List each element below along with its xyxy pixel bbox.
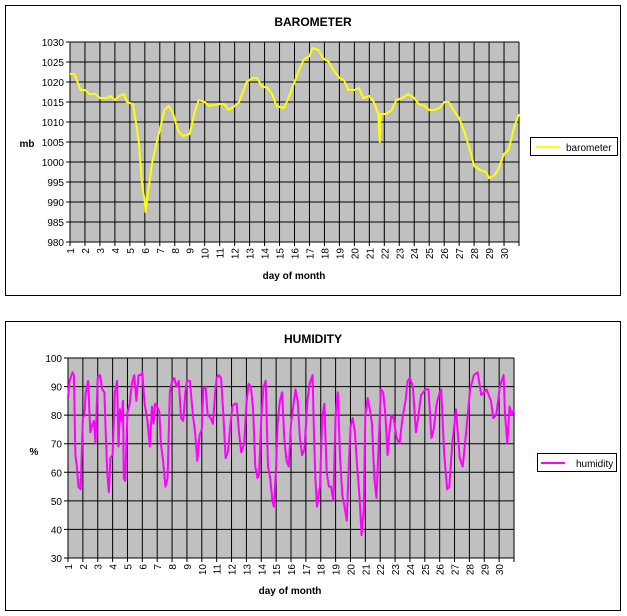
x-tick-label: 11 [213,564,224,575]
y-axis-label: % [30,447,39,458]
y-tick-label: 90 [51,383,63,394]
x-tick-label: 7 [153,564,164,570]
legend: barometer [530,137,618,156]
x-tick-label: 8 [168,564,179,570]
y-tick-label: 1015 [42,98,65,109]
y-tick-label: 100 [45,354,62,365]
x-tick-label: 30 [495,564,506,576]
x-tick-label: 6 [141,248,152,254]
x-tick-label: 23 [395,248,406,260]
barometer-series-line [70,47,520,213]
humidity-chart: HUMIDITY % day of month humidity 30 40 50 6… [5,321,621,611]
x-tick-label: 19 [332,564,343,576]
y-tick-label: 80 [51,411,63,422]
legend-label: barometer [566,143,612,154]
x-tick-label: 22 [380,248,391,260]
y-tick-label: 1010 [42,118,65,129]
x-tick-label: 27 [455,248,466,260]
x-tick-label: 13 [246,248,257,260]
x-tick-label: 16 [287,564,298,576]
x-tick-label: 24 [406,564,417,576]
legend-box [530,137,618,156]
y-tick-label: 1025 [42,58,65,69]
x-tick-label: 20 [350,248,361,260]
x-tick-label: 13 [242,564,253,576]
x-tick-label: 4 [111,248,122,254]
x-axis-label: day of month [263,271,326,282]
y-tick-label: 40 [51,525,63,536]
x-tick-label: 21 [365,248,376,260]
x-tick-label: 6 [138,564,149,570]
y-tick-label: 1000 [42,158,65,169]
humidity-series-line [67,371,515,537]
x-tick-label: 8 [171,248,182,254]
y-tick-label: 60 [51,468,63,479]
y-tick-label: 1030 [42,38,65,49]
x-tick-label: 9 [186,248,197,254]
x-tick-label: 25 [421,564,432,576]
x-axis-label: day of month [259,586,322,597]
y-tick-label: 70 [51,440,63,451]
x-tick-label: 1 [66,248,77,254]
x-tick-label: 30 [500,248,511,260]
x-tick-label: 29 [480,564,491,576]
x-tick-label: 17 [305,248,316,260]
x-tick-label: 7 [156,248,167,254]
x-tick-label: 16 [291,248,302,260]
y-axis-label: mb [20,139,35,150]
x-tick-label: 12 [228,564,239,576]
x-tick-label: 20 [346,564,357,576]
x-tick-label: 28 [470,248,481,260]
x-tick-label: 14 [261,248,272,260]
y-tick-label: 30 [51,554,63,565]
x-tick-label: 3 [96,248,107,254]
barometer-chart: BAROMETER mb day of month barometer 980 9… [5,5,621,296]
y-tick-label: 980 [47,238,64,249]
x-tick-label: 2 [81,248,92,254]
x-tick-label: 15 [272,564,283,576]
x-tick-label: 14 [257,564,268,576]
x-tick-label: 19 [335,248,346,260]
x-tick-label: 12 [231,248,242,260]
y-tick-label: 990 [47,198,64,209]
x-tick-label: 10 [201,248,212,260]
chart-title: HUMIDITY [284,332,342,346]
x-tick-label: 5 [126,248,137,254]
legend-box [537,453,617,472]
y-tick-label: 1020 [42,78,65,89]
legend: humidity [537,453,617,472]
x-tick-label: 24 [410,248,421,260]
x-tick-label: 28 [465,564,476,576]
x-tick-label: 26 [436,564,447,576]
plot-area [64,357,515,562]
x-tick-label: 4 [109,564,120,570]
y-tick-label: 985 [47,218,64,229]
x-tick-label: 26 [440,248,451,260]
x-tick-label: 5 [123,564,134,570]
legend-label: humidity [576,459,613,470]
x-tick-label: 11 [216,248,227,259]
x-tick-label: 27 [451,564,462,576]
x-tick-label: 22 [376,564,387,576]
x-tick-label: 25 [425,248,436,260]
chart-title: BAROMETER [274,15,352,29]
x-tick-label: 1 [64,564,75,570]
x-tick-label: 3 [94,564,105,570]
x-tick-label: 15 [276,248,287,260]
plot-area [66,41,520,246]
y-tick-label: 50 [51,497,63,508]
x-tick-label: 21 [361,564,372,576]
x-tick-label: 17 [302,564,313,576]
x-tick-label: 18 [320,248,331,260]
y-tick-label: 1005 [42,138,65,149]
x-tick-label: 2 [79,564,90,570]
x-tick-label: 9 [183,564,194,570]
x-tick-label: 18 [317,564,328,576]
y-tick-label: 995 [47,178,64,189]
x-tick-label: 10 [198,564,209,576]
x-tick-label: 23 [391,564,402,576]
x-tick-label: 29 [485,248,496,260]
